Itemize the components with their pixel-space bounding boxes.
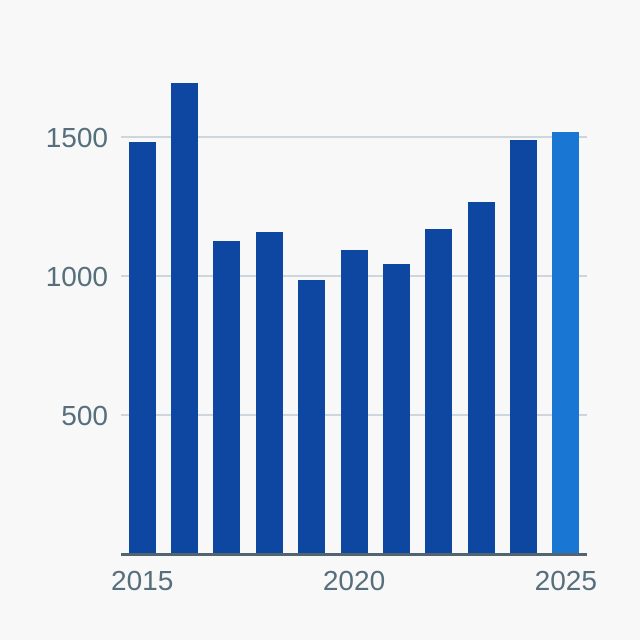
gridline-1500	[121, 135, 587, 138]
bar-2022	[425, 229, 453, 554]
bar-2025	[552, 131, 580, 554]
x-tick-label-2015: 2015	[111, 565, 174, 596]
bar-2021	[382, 264, 410, 554]
bar-2023	[467, 201, 495, 554]
bar-2024	[509, 140, 537, 554]
bar-2020	[340, 250, 368, 554]
x-tick-label-2025: 2025	[534, 565, 597, 596]
y-tick-label-1500: 1500	[45, 121, 108, 153]
bar-2016	[171, 83, 199, 554]
bar-2018	[255, 232, 283, 554]
bar-2015	[128, 141, 156, 554]
bar-2017	[213, 240, 241, 554]
y-tick-label-500: 500	[61, 400, 108, 432]
plot-area	[121, 0, 587, 554]
bar-2019	[298, 279, 326, 554]
x-tick-label-2020: 2020	[322, 565, 386, 596]
x-axis-line	[121, 553, 587, 556]
y-tick-label-1000: 1000	[45, 260, 108, 292]
